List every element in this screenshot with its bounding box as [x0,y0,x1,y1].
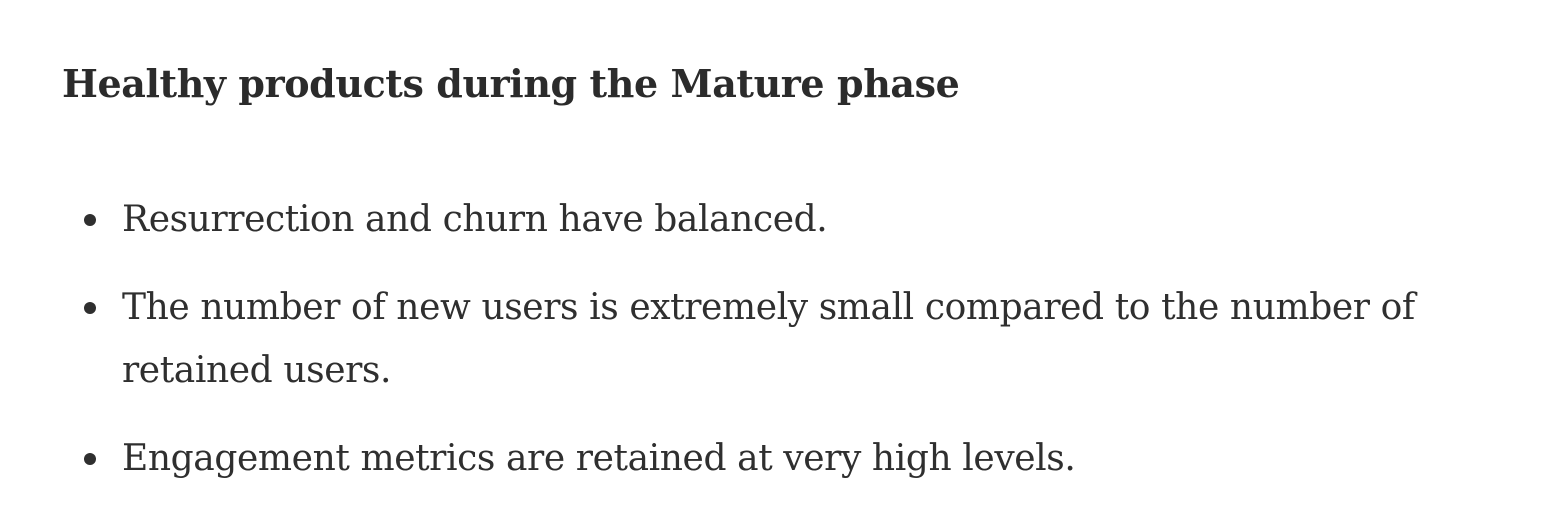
section-heading: Healthy products during the Mature phase [62,61,960,106]
list-item-text: The number of new users is extremely sma… [122,287,1415,391]
list-item: The number of new users is extremely sma… [62,276,1442,402]
list-item: Engagement metrics are retained at very … [62,427,1442,490]
list-item-text: Engagement metrics are retained at very … [122,438,1076,479]
bullet-dot-icon [84,453,96,465]
list-item: Resurrection and churn have balanced. [62,188,1442,251]
bullet-list: Resurrection and churn have balanced. Th… [62,188,1442,490]
bullet-dot-icon [84,302,96,314]
bullet-dot-icon [84,214,96,226]
list-item-text: Resurrection and churn have balanced. [122,199,828,240]
